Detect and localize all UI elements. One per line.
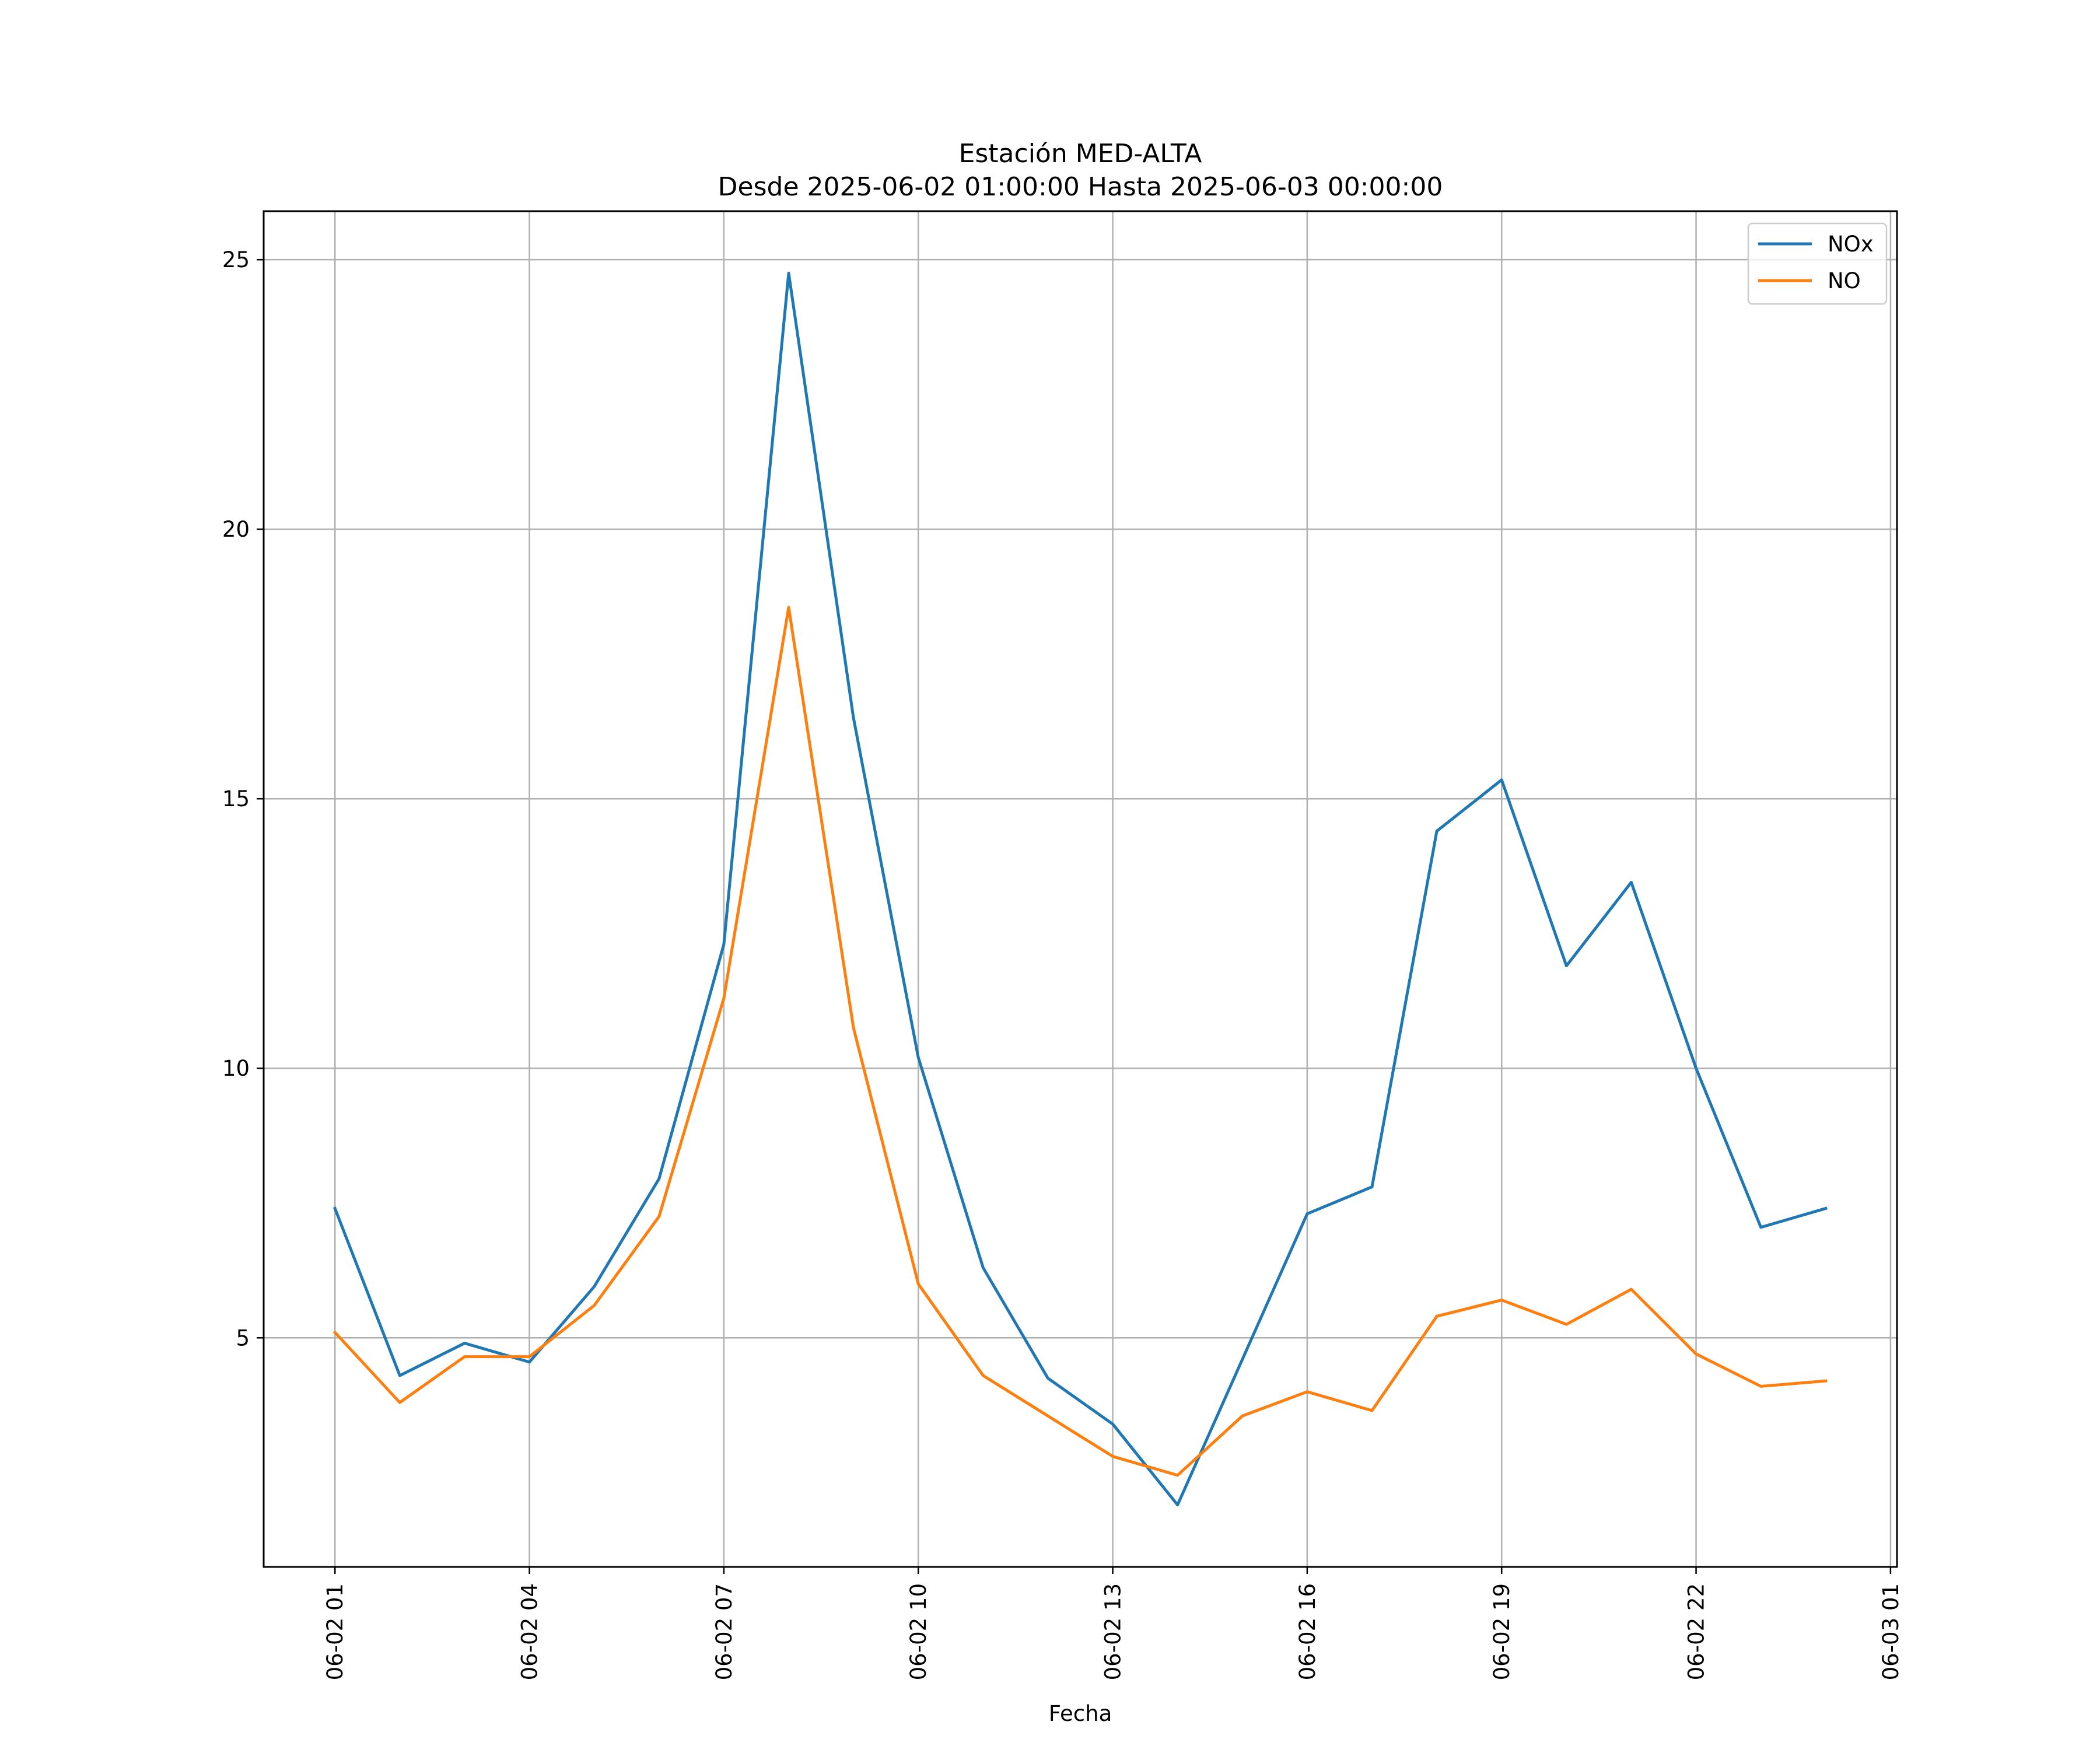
x-tick-label-2: 06-02 07	[712, 1583, 737, 1680]
plot-frame	[262, 210, 1898, 1568]
y-tick-label-2: 15	[222, 786, 250, 811]
x-tick-label-4: 06-02 13	[1101, 1583, 1126, 1680]
x-tick-label-3: 06-02 10	[906, 1583, 931, 1680]
y-tick-label-1: 10	[222, 1056, 250, 1081]
x-tick-label-6: 06-02 19	[1489, 1583, 1514, 1680]
series-line-nox	[332, 271, 1828, 1507]
y-axis: 5 10 15 20 25	[222, 247, 264, 1350]
y-tick-label-4: 25	[222, 247, 250, 272]
x-axis: 06-02 01 06-02 04 06-02 07 06-02 10 06-02 13…	[323, 1567, 1903, 1680]
legend-label-nox: NOx	[1828, 232, 1874, 257]
x-tick-label-7: 06-02 22	[1684, 1583, 1709, 1680]
chart-subtitle: Desde 2025-06-02 01:00:00 Hasta 2025-06-…	[718, 172, 1443, 202]
x-axis-label: Fecha	[1049, 1701, 1112, 1726]
y-tick-label-0: 5	[236, 1325, 250, 1350]
x-tick-label-1: 06-02 04	[517, 1583, 542, 1680]
legend[interactable]: NOx NO	[1747, 222, 1888, 305]
series-lines	[332, 271, 1828, 1507]
y-tick-label-3: 20	[222, 517, 250, 542]
series-line-no	[332, 606, 1828, 1477]
x-tick-label-0: 06-02 01	[323, 1583, 348, 1680]
legend-label-no: NO	[1828, 268, 1861, 293]
chart-title: Estación MED-ALTA	[959, 139, 1202, 169]
grid	[264, 211, 1897, 1567]
x-tick-label-5: 06-02 16	[1295, 1583, 1320, 1680]
x-tick-label-8: 06-03 01	[1878, 1583, 1903, 1680]
